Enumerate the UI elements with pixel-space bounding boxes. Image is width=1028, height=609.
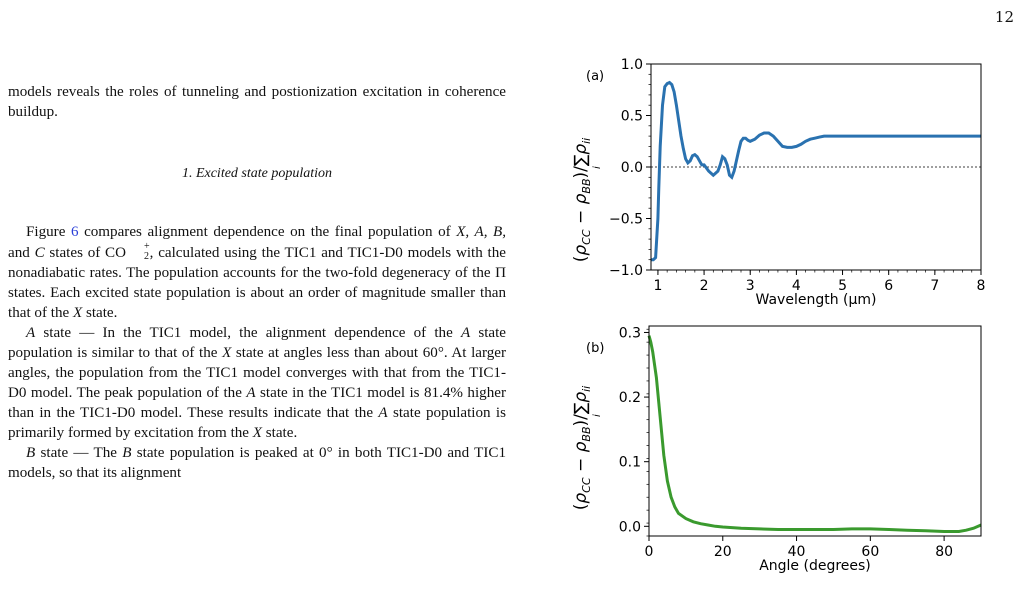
y-tick-label: 0.0 [621, 160, 643, 176]
symbol: A [26, 325, 36, 341]
svg-text:i: i [592, 166, 603, 169]
text-run: compares alignment dependence on the fin… [78, 224, 457, 240]
superscript: + [144, 241, 150, 252]
intro-paragraph: models reveals the roles of tunneling an… [8, 84, 506, 120]
text-run: , calculated using the TIC1 and TIC1-D0 … [8, 245, 506, 321]
y-tick-label: −1.0 [609, 263, 643, 279]
svg-text:i: i [592, 414, 603, 417]
text-run: state population is similar to that of t… [8, 325, 506, 361]
x-axis-label: Angle (degrees) [759, 558, 871, 574]
paragraph-b-state: B state — The B state population is peak… [8, 443, 506, 483]
symbol: A [378, 405, 388, 421]
y-axis-label-a: (ρCC − ρBB)/∑ρii i [571, 138, 603, 263]
x-tick-label: 20 [714, 544, 732, 560]
x-tick-label: 3 [746, 278, 755, 294]
page-number: 12 [994, 8, 1014, 26]
section-heading: 1. Excited state population [181, 166, 333, 181]
x-axis-ticks: 1 2 3 4 5 6 7 8 [653, 270, 985, 294]
x-tick-label: 6 [884, 278, 893, 294]
x-tick-label: 1 [653, 278, 662, 294]
plot-frame [650, 63, 982, 271]
y-axis-ticks: −1.0 −0.5 0.0 0.5 1.0 [609, 57, 651, 279]
y-tick-label: 0.2 [619, 390, 641, 406]
chemical-scripts: +2 [126, 242, 150, 262]
series-line [651, 80, 981, 262]
plot-frame [648, 325, 982, 537]
symbol: X, A, B, [456, 224, 507, 240]
symbol: A [460, 325, 471, 341]
paragraph-a-state: A state — In the TIC1 model, the alignme… [8, 323, 506, 443]
text-run: state — In the TIC1 model, the alignment… [35, 325, 461, 341]
y-tick-label: 0.5 [621, 109, 643, 125]
svg-text:(ρCC − ρBB)/∑ρii: (ρCC − ρBB)/∑ρii [571, 138, 593, 263]
x-tick-label: 0 [645, 544, 654, 560]
x-axis-label: Wavelength (μm) [756, 292, 877, 308]
paragraph-figure-ref: Figure 6 compares alignment dependence o… [8, 222, 506, 323]
symbol: B [122, 445, 132, 461]
symbol: C [34, 245, 45, 261]
svg-text:(ρCC − ρBB)/∑ρii: (ρCC − ρBB)/∑ρii [571, 386, 593, 511]
chart-panel-b: (b) 0.0 0.1 0.2 0.3 0 20 40 60 80 (ρCC − ρBB)/∑… [571, 325, 982, 574]
text-run: state in the TIC1 model is 81.4% higher … [8, 385, 506, 421]
subscript: 2 [144, 251, 150, 262]
text-run: state. [262, 425, 298, 441]
x-axis-ticks: 0 20 40 60 80 [645, 536, 953, 560]
text-run: states of CO [44, 245, 127, 261]
body-text-column: models reveals the roles of tunneling an… [8, 82, 506, 483]
y-axis-label-b: (ρCC − ρBB)/∑ρii i [571, 386, 603, 511]
symbol: X [222, 345, 232, 361]
x-tick-label: 5 [838, 278, 847, 294]
y-tick-label: 0.1 [619, 455, 641, 471]
figure-ref-link[interactable]: 6 [70, 224, 79, 240]
text-run: state — The [35, 445, 123, 461]
panel-label-b: (b) [586, 341, 604, 356]
symbol: A [246, 385, 256, 401]
panel-label-a: (a) [586, 69, 604, 84]
symbol: B [26, 445, 36, 461]
y-tick-label: −0.5 [609, 212, 643, 228]
y-tick-label: 0.3 [619, 325, 641, 341]
text-run: state population is peaked at 0° in both… [8, 445, 506, 481]
text-run: state. [82, 305, 118, 321]
x-tick-label: 60 [861, 544, 879, 560]
y-tick-label: 1.0 [621, 57, 643, 73]
x-tick-label: 80 [935, 544, 953, 560]
text-run: Figure [26, 224, 71, 240]
y-tick-label: 0.0 [619, 519, 641, 535]
x-tick-label: 40 [788, 544, 806, 560]
chart-panel-a: (a) −1.0 −0.5 0.0 0.5 1.0 1 2 3 4 5 6 7 8 (ρCC − ρB… [571, 57, 985, 308]
series-line [647, 335, 982, 533]
symbol: X [252, 425, 263, 441]
x-tick-label: 8 [977, 278, 986, 294]
symbol: X [72, 305, 83, 321]
x-tick-label: 4 [792, 278, 801, 294]
text-run: state at angles less than about 60°. At … [8, 345, 506, 401]
x-tick-label: 7 [930, 278, 939, 294]
y-axis-ticks: 0.0 0.1 0.2 0.3 [619, 325, 649, 537]
x-tick-label: 2 [700, 278, 709, 294]
text-run: state population is primarily formed by … [8, 405, 507, 441]
text-run: and [8, 245, 35, 261]
